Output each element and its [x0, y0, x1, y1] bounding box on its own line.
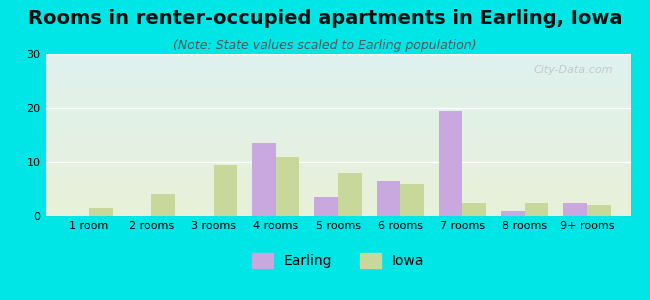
Bar	[276, 157, 300, 216]
Bar	[462, 202, 486, 216]
Text: (Note: State values scaled to Earling population): (Note: State values scaled to Earling po…	[174, 39, 476, 52]
Bar	[400, 184, 424, 216]
Bar	[439, 111, 462, 216]
Bar	[214, 165, 237, 216]
Bar	[315, 197, 338, 216]
Bar	[525, 202, 549, 216]
Text: Rooms in renter-occupied apartments in Earling, Iowa: Rooms in renter-occupied apartments in E…	[28, 9, 622, 28]
Bar	[587, 205, 610, 216]
Legend: Earling, Iowa: Earling, Iowa	[246, 248, 430, 274]
Bar	[501, 211, 525, 216]
Bar	[151, 194, 175, 216]
Text: City-Data.com: City-Data.com	[534, 65, 613, 75]
Bar	[376, 181, 400, 216]
Bar	[338, 173, 361, 216]
Bar	[89, 208, 112, 216]
Bar	[252, 143, 276, 216]
Bar	[564, 202, 587, 216]
